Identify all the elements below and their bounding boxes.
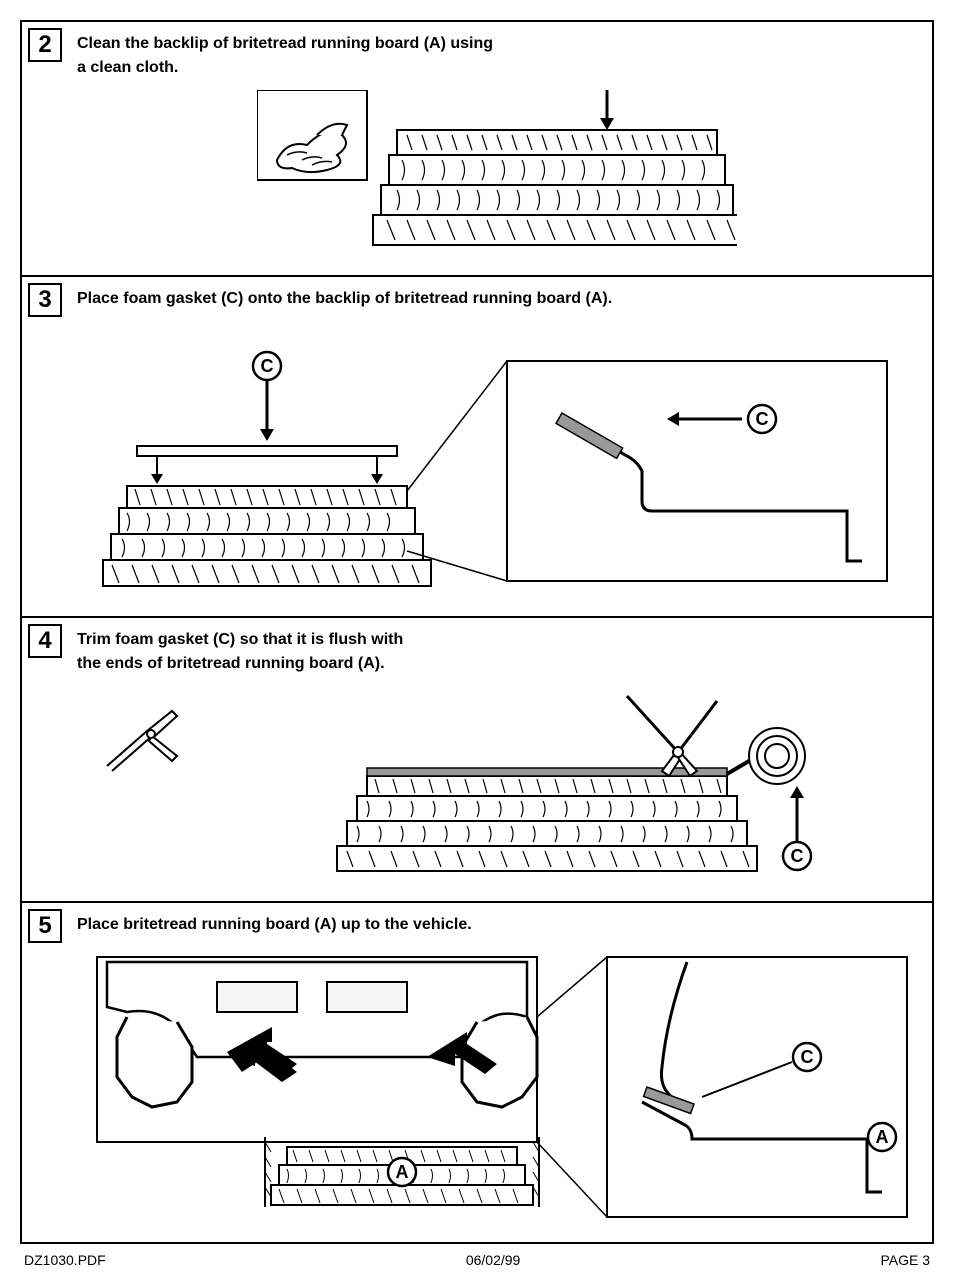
footer-left: DZ1030.PDF: [24, 1252, 106, 1268]
page-frame: 2 Clean the backlip of britetread runnin…: [20, 20, 934, 1244]
text-line: the ends of britetread running board (A)…: [77, 655, 385, 672]
label-c: C: [801, 1047, 814, 1067]
step-4: 4 Trim foam gasket (C) so that it is flu…: [22, 618, 932, 903]
step-5: 5 Place britetread running board (A) up …: [22, 903, 932, 1242]
step-number: 4: [28, 624, 62, 658]
step-text: Trim foam gasket (C) so that it is flush…: [77, 628, 917, 676]
label-a: A: [876, 1127, 889, 1147]
label-c: C: [791, 846, 804, 866]
diagram-step5: A C: [77, 947, 917, 1227]
step-2-illustration: [77, 90, 917, 260]
step-number: 2: [28, 28, 62, 62]
step-5-illustration: A C: [77, 947, 917, 1227]
label-a: A: [396, 1162, 409, 1182]
diagram-step4: C: [87, 686, 907, 886]
footer-right: PAGE 3: [880, 1252, 930, 1268]
step-text: Clean the backlip of britetread running …: [77, 32, 917, 80]
step-2: 2 Clean the backlip of britetread runnin…: [22, 22, 932, 277]
text-line: Trim foam gasket (C) so that it is flush…: [77, 631, 403, 648]
label-c: C: [756, 409, 769, 429]
diagram-step2: [257, 90, 737, 260]
text-line: a clean cloth.: [77, 59, 178, 76]
step-number: 5: [28, 909, 62, 943]
step-4-illustration: C: [77, 686, 917, 886]
footer-center: 06/02/99: [466, 1252, 521, 1268]
text-line: Clean the backlip of britetread running …: [77, 35, 493, 52]
step-text: Place britetread running board (A) up to…: [77, 913, 917, 937]
text-line: Place foam gasket (C) onto the backlip o…: [77, 290, 612, 307]
text-line: Place britetread running board (A) up to…: [77, 916, 472, 933]
step-3-illustration: C: [77, 321, 917, 601]
diagram-step3: C: [87, 321, 907, 601]
page-footer: DZ1030.PDF 06/02/99 PAGE 3: [20, 1244, 934, 1268]
step-text: Place foam gasket (C) onto the backlip o…: [77, 287, 917, 311]
label-c: C: [261, 356, 274, 376]
step-number: 3: [28, 283, 62, 317]
step-3: 3 Place foam gasket (C) onto the backlip…: [22, 277, 932, 618]
